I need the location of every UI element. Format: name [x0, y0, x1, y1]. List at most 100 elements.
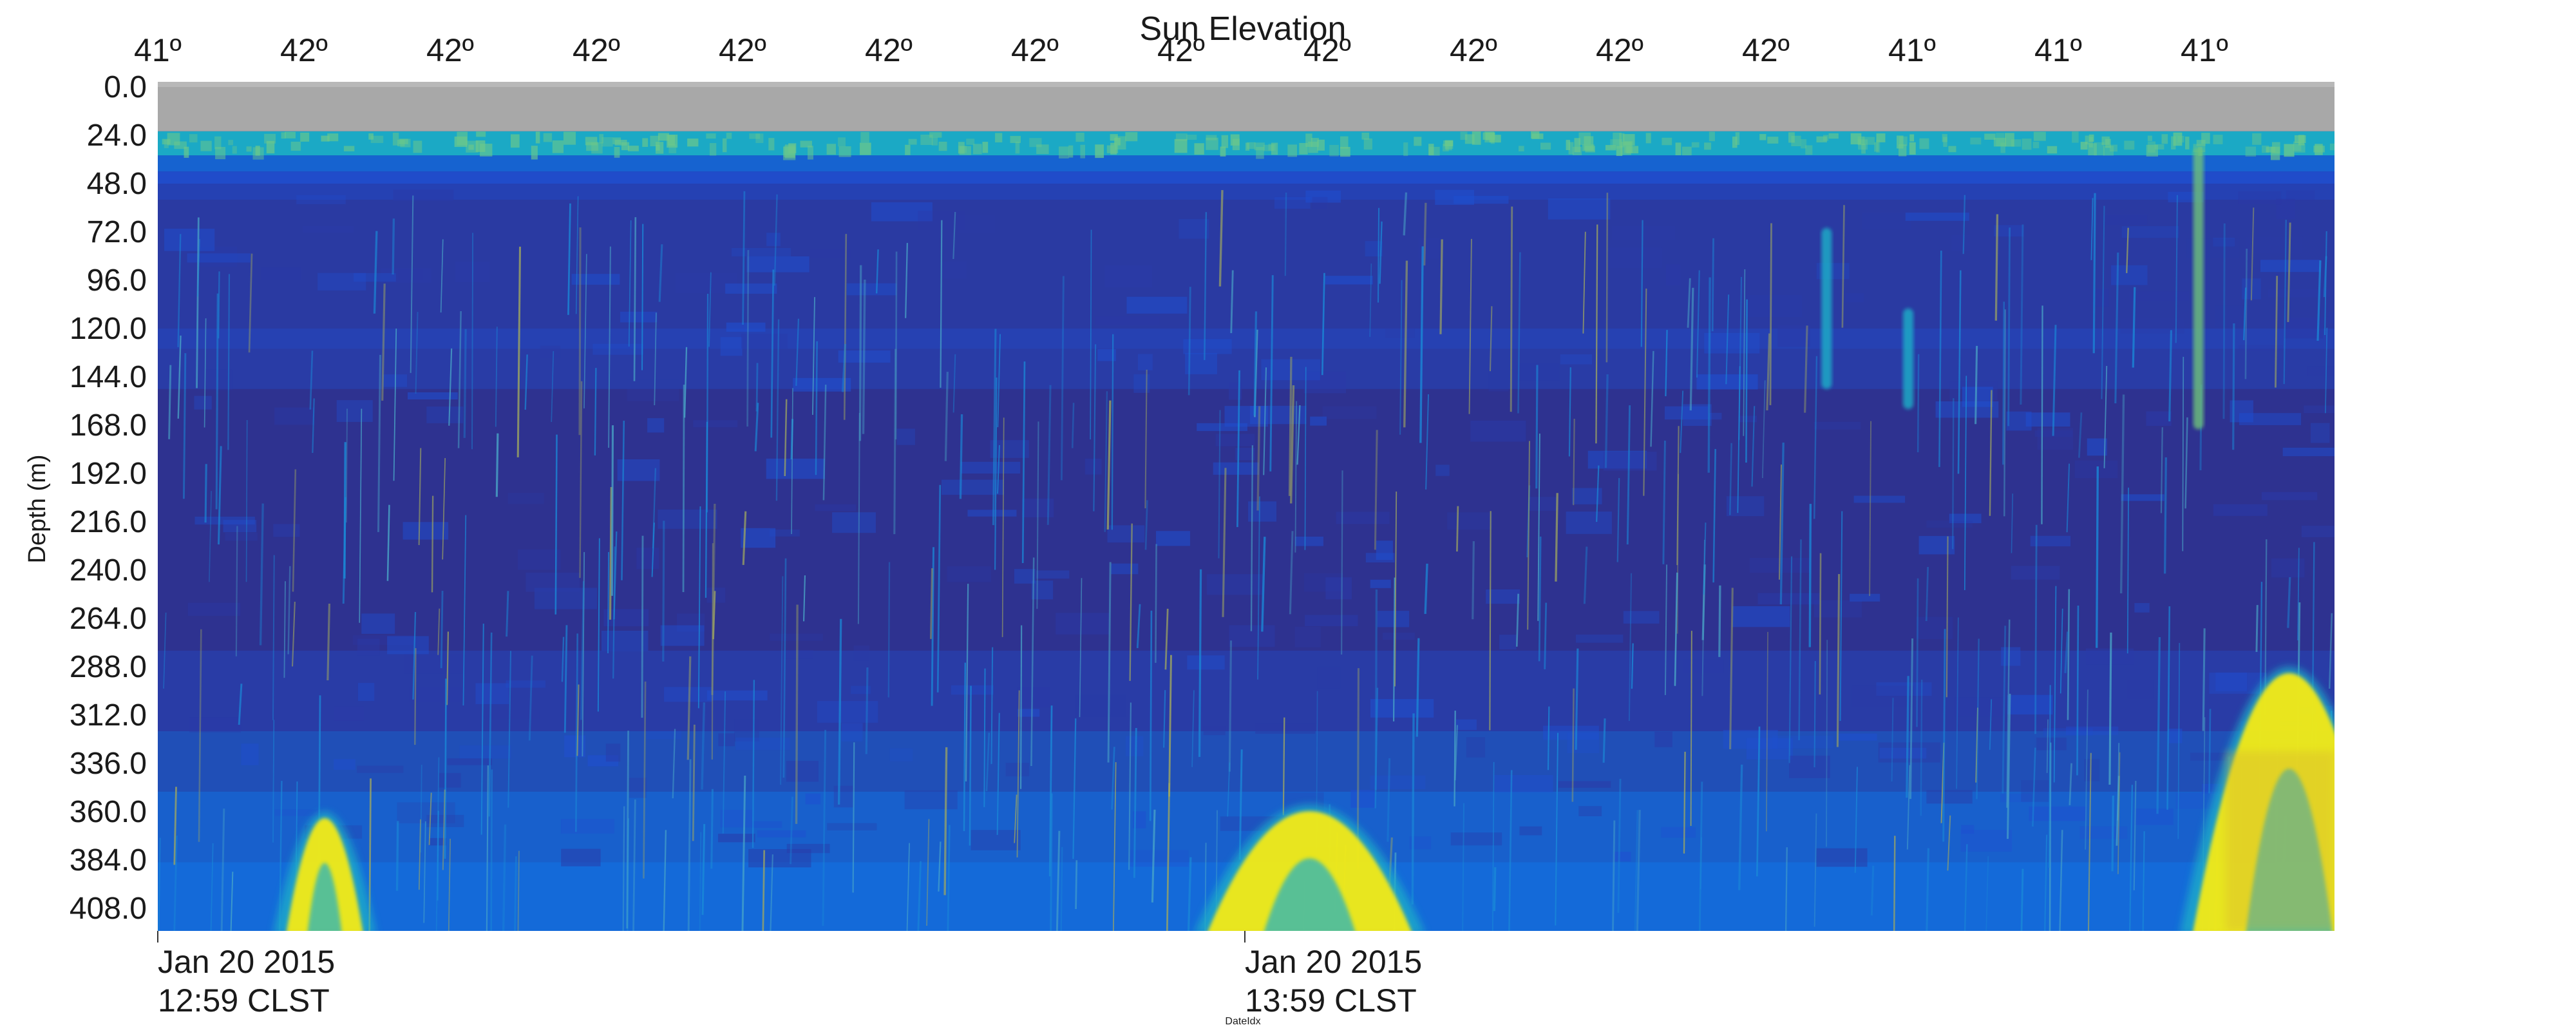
- noise-streak: [230, 872, 234, 931]
- surface-speckle: [838, 146, 851, 157]
- surface-speckle: [1897, 135, 1904, 149]
- noise-streak: [2202, 628, 2206, 731]
- noise-streak: [1218, 190, 1224, 287]
- texture-patch: [971, 830, 1021, 850]
- surface-speckle: [1704, 142, 1712, 150]
- noise-streak: [1369, 263, 1372, 337]
- texture-patch: [1738, 416, 1757, 423]
- texture-patch: [627, 379, 679, 401]
- surface-speckle: [2252, 133, 2262, 145]
- surface-speckle: [1624, 141, 1633, 153]
- surface-speckle: [510, 134, 520, 148]
- noise-streak: [2067, 589, 2070, 720]
- noise-streak: [580, 581, 585, 720]
- noise-streak: [495, 433, 499, 497]
- noise-streak: [1909, 638, 1914, 799]
- noise-streak: [992, 329, 997, 526]
- surface-speckle: [2004, 133, 2014, 147]
- noise-streak: [1056, 830, 1061, 931]
- noise-streak: [628, 220, 632, 347]
- noise-streak: [862, 279, 866, 434]
- noise-streak: [444, 678, 447, 859]
- noise-streak: [2111, 795, 2114, 872]
- noise-streak: [2069, 763, 2072, 805]
- noise-streak: [440, 591, 444, 669]
- texture-patch: [1203, 726, 1226, 736]
- texture-patch: [1951, 235, 1971, 252]
- texture-patch: [1185, 352, 1217, 374]
- texture-patch: [1454, 196, 1509, 204]
- surface-speckle: [2146, 144, 2158, 157]
- surface-speckle: [1645, 133, 1651, 144]
- noise-streak: [1839, 511, 1843, 722]
- depth-band: [158, 155, 2334, 172]
- surface-speckle: [642, 138, 649, 148]
- texture-patch: [1845, 293, 1864, 303]
- texture-patch: [571, 274, 620, 285]
- texture-patch: [1772, 736, 1834, 749]
- texture-patch: [1603, 452, 1657, 471]
- texture-patch: [734, 719, 759, 742]
- texture-patch: [2094, 288, 2109, 307]
- surface-speckle: [1675, 142, 1681, 155]
- noise-streak: [1294, 401, 1298, 553]
- noise-streak: [2020, 868, 2024, 931]
- texture-patch: [1709, 412, 1722, 420]
- noise-streak: [373, 231, 378, 314]
- surface-speckle: [656, 145, 660, 151]
- sun-elevation-tick-label: 42º: [1303, 32, 1351, 68]
- texture-patch: [1726, 496, 1765, 517]
- noise-streak: [437, 608, 440, 655]
- texture-patch: [617, 459, 660, 481]
- surface-speckle: [2080, 142, 2088, 150]
- noise-streak: [822, 729, 827, 926]
- school-3: [2193, 147, 2204, 430]
- surface-speckle: [1080, 144, 1086, 158]
- noise-streak: [1462, 803, 1464, 931]
- time-tick-time: 12:59 CLST: [158, 982, 330, 1019]
- surface-speckle: [658, 133, 670, 141]
- noise-streak: [1788, 556, 1793, 763]
- noise-streak: [2087, 752, 2092, 931]
- surface-speckle: [1361, 132, 1370, 140]
- texture-patch: [2130, 291, 2190, 301]
- noise-streak: [1737, 366, 1741, 513]
- noise-streak: [1636, 810, 1641, 931]
- noise-streak: [209, 491, 212, 582]
- surface-speckle: [1489, 135, 1501, 143]
- texture-patch: [2282, 447, 2334, 457]
- texture-patch: [664, 687, 712, 702]
- texture-patch: [426, 406, 464, 423]
- noise-streak: [381, 283, 386, 401]
- texture-patch: [1179, 218, 1209, 239]
- texture-patch: [459, 745, 511, 759]
- noise-streak: [1282, 717, 1285, 816]
- texture-patch: [851, 685, 871, 694]
- texture-patch: [1488, 370, 1509, 392]
- surface-speckle: [1805, 145, 1813, 155]
- noise-streak: [1643, 288, 1647, 496]
- surface-speckle: [284, 131, 296, 139]
- texture-patch: [1961, 825, 1975, 834]
- noise-streak: [822, 385, 827, 501]
- surface-speckle: [290, 141, 301, 151]
- noise-streak: [423, 821, 426, 923]
- texture-patch: [2239, 345, 2283, 352]
- noise-streak: [1403, 260, 1408, 428]
- noise-streak: [701, 702, 706, 790]
- noise-streak: [1674, 572, 1678, 686]
- noise-streak: [1321, 273, 1325, 376]
- texture-patch: [636, 548, 659, 570]
- noise-streak: [2243, 287, 2247, 341]
- noise-streak: [1650, 350, 1654, 447]
- noise-streak: [985, 732, 990, 791]
- noise-streak: [790, 796, 793, 865]
- texture-patch: [1861, 213, 1911, 230]
- noise-streak: [196, 217, 200, 388]
- depth-tick-label: 192.0: [70, 457, 147, 491]
- surface-speckle: [1305, 133, 1312, 147]
- texture-patch: [2215, 305, 2249, 327]
- surface-speckle: [321, 135, 330, 142]
- bump-inner: [307, 863, 342, 931]
- noise-streak: [554, 434, 558, 615]
